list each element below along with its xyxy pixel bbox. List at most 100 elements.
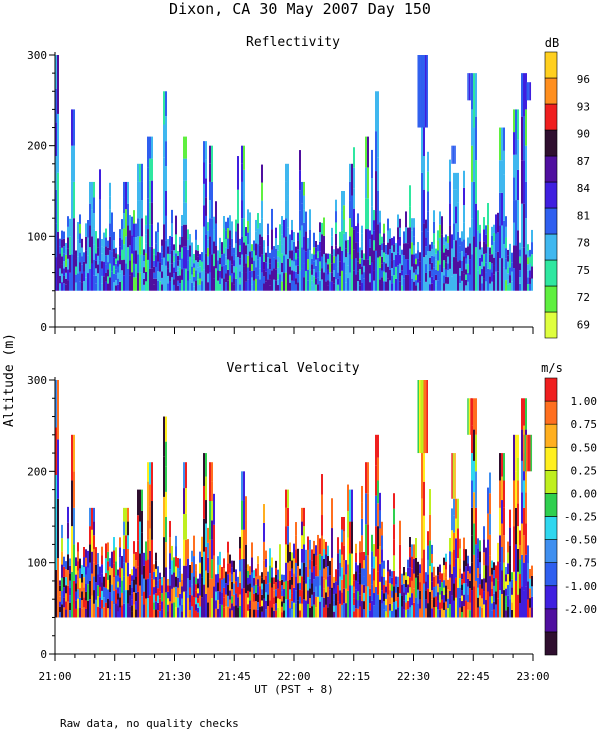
heatmap-cell bbox=[65, 260, 67, 267]
heatmap-cell bbox=[95, 599, 97, 618]
heatmap-cell bbox=[99, 586, 101, 598]
heatmap-cell bbox=[99, 576, 101, 587]
heatmap-cell bbox=[121, 280, 123, 291]
heatmap-feature bbox=[454, 145, 456, 164]
heatmap-cell bbox=[357, 252, 359, 262]
heatmap-cell bbox=[495, 214, 497, 234]
heatmap-cell bbox=[439, 572, 441, 580]
heatmap-cell bbox=[427, 191, 429, 212]
heatmap-cell bbox=[113, 273, 115, 283]
heatmap-cell bbox=[511, 587, 513, 595]
heatmap-cell bbox=[489, 534, 491, 556]
heatmap-feature bbox=[451, 145, 453, 164]
heatmap-cell bbox=[367, 167, 369, 199]
heatmap-cell bbox=[109, 250, 111, 264]
heatmap-cell bbox=[503, 535, 505, 563]
heatmap-cell bbox=[277, 579, 279, 589]
heatmap-cell bbox=[397, 607, 399, 618]
heatmap-cell bbox=[181, 592, 183, 599]
heatmap-cell bbox=[327, 596, 329, 608]
heatmap-cell bbox=[93, 603, 95, 618]
heatmap-cell bbox=[115, 253, 117, 259]
heatmap-cell bbox=[263, 598, 265, 618]
heatmap-cell bbox=[333, 269, 335, 277]
heatmap-cell bbox=[105, 246, 107, 256]
heatmap-cell bbox=[427, 231, 429, 252]
heatmap-cell bbox=[415, 557, 417, 578]
heatmap-cell bbox=[231, 256, 233, 265]
heatmap-cell bbox=[357, 232, 359, 243]
heatmap-cell bbox=[393, 244, 395, 252]
heatmap-cell bbox=[329, 281, 331, 291]
heatmap-cell bbox=[115, 603, 117, 618]
heatmap-cell bbox=[331, 272, 333, 282]
heatmap-cell bbox=[531, 242, 533, 255]
heatmap-cell bbox=[523, 203, 525, 248]
heatmap-cell bbox=[401, 606, 403, 618]
heatmap-cell bbox=[427, 574, 429, 589]
heatmap-cell bbox=[57, 231, 59, 291]
heatmap-cell bbox=[517, 169, 519, 201]
heatmap-cell bbox=[397, 265, 399, 279]
heatmap-cell bbox=[453, 172, 455, 190]
heatmap-cell bbox=[479, 233, 481, 242]
heatmap-cell bbox=[331, 498, 333, 529]
heatmap-cell bbox=[347, 239, 349, 253]
heatmap-cell bbox=[75, 266, 77, 275]
heatmap-cell bbox=[131, 581, 133, 588]
heatmap-cell bbox=[509, 259, 511, 268]
heatmap-cell bbox=[527, 250, 529, 258]
heatmap-cell bbox=[497, 598, 499, 618]
heatmap-cell bbox=[295, 278, 297, 285]
heatmap-cell bbox=[451, 552, 453, 574]
heatmap-cell bbox=[285, 599, 287, 618]
heatmap-cell bbox=[251, 542, 253, 558]
heatmap-cell bbox=[527, 277, 529, 285]
heatmap-cell bbox=[299, 210, 301, 231]
heatmap-cell bbox=[481, 283, 483, 291]
colorbar-swatch bbox=[544, 77, 558, 105]
heatmap-cell bbox=[175, 234, 177, 254]
heatmap-cell bbox=[237, 607, 239, 618]
heatmap-cell bbox=[195, 590, 197, 598]
heatmap-cell bbox=[267, 606, 269, 618]
heatmap-cell bbox=[419, 582, 421, 591]
heatmap-cell bbox=[531, 565, 533, 576]
heatmap-cell bbox=[361, 250, 363, 259]
heatmap-cell bbox=[211, 598, 213, 618]
heatmap-cell bbox=[405, 243, 407, 260]
heatmap-cell bbox=[77, 239, 79, 257]
heatmap-cell bbox=[153, 609, 155, 618]
heatmap-cell bbox=[317, 596, 319, 618]
heatmap-cell bbox=[85, 583, 87, 592]
heatmap-cell bbox=[63, 556, 65, 567]
heatmap-cell bbox=[249, 271, 251, 291]
heatmap-cell bbox=[75, 591, 77, 601]
heatmap-cell bbox=[189, 609, 191, 618]
heatmap-cell bbox=[507, 584, 509, 596]
heatmap-cell bbox=[489, 472, 491, 494]
heatmap-cell bbox=[285, 562, 287, 581]
heatmap-cell bbox=[65, 266, 67, 273]
heatmap-cell bbox=[491, 581, 493, 589]
heatmap-cell bbox=[109, 236, 111, 251]
heatmap-feature bbox=[420, 380, 422, 454]
heatmap-cell bbox=[303, 249, 305, 264]
heatmap-cell bbox=[275, 589, 277, 597]
heatmap-cell bbox=[353, 611, 355, 618]
heatmap-cell bbox=[381, 562, 383, 577]
heatmap-cell bbox=[381, 250, 383, 257]
heatmap-cell bbox=[253, 593, 255, 602]
heatmap-cell bbox=[475, 116, 477, 161]
heatmap-cell bbox=[249, 251, 251, 272]
heatmap-cell bbox=[363, 568, 365, 577]
heatmap-cell bbox=[279, 562, 281, 581]
heatmap-cell bbox=[69, 236, 71, 255]
heatmap-cell bbox=[249, 231, 251, 252]
heatmap-cell bbox=[483, 253, 485, 267]
heatmap-cell bbox=[517, 260, 519, 291]
heatmap-cell bbox=[143, 284, 145, 291]
heatmap-cell bbox=[521, 160, 523, 204]
heatmap-cell bbox=[433, 279, 435, 291]
heatmap-cell bbox=[485, 262, 487, 273]
